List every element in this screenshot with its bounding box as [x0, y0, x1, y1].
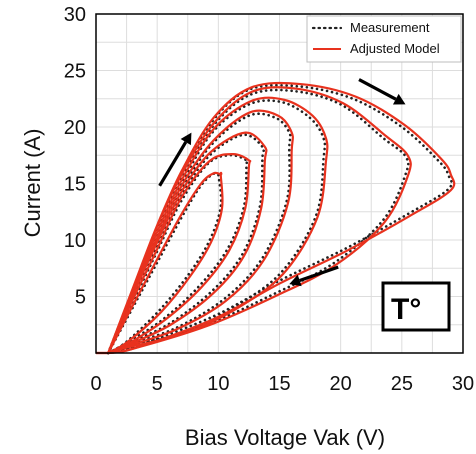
arrow-shaft	[299, 265, 339, 282]
y-tick-label: 20	[64, 117, 86, 139]
y-tick-label: 30	[64, 4, 86, 26]
y-axis-title: Current (A)	[20, 129, 45, 238]
temperature-box-frame	[381, 281, 451, 332]
y-tick-label: 5	[75, 287, 86, 309]
legend-label-model: Adjusted Model	[350, 41, 440, 56]
model-loop	[107, 153, 252, 355]
y-tick-label: 25	[64, 61, 86, 83]
x-tick-label: 20	[330, 373, 352, 395]
temperature-box: T°	[381, 281, 451, 332]
legend-label-measurement: Measurement	[350, 20, 430, 35]
arrow-head	[289, 274, 302, 287]
curves	[96, 81, 456, 355]
x-tick-label: 30	[452, 373, 474, 395]
x-tick-label: 10	[207, 373, 229, 395]
model-loop	[107, 131, 268, 355]
x-tick-label: 15	[268, 373, 290, 395]
x-axis-title: Bias Voltage Vak (V)	[185, 425, 385, 450]
legend-box	[306, 15, 462, 63]
arrow-head	[392, 93, 406, 105]
model-loop	[107, 109, 294, 355]
arrow-shaft	[358, 78, 397, 101]
direction-arrows	[158, 78, 449, 314]
ticks: 0 5 10 15 20 25 30 5 10 15 20 25 30	[64, 4, 474, 395]
model-loop	[107, 81, 456, 355]
x-tick-label: 0	[90, 373, 101, 395]
model-loop	[107, 96, 329, 355]
model-loop	[107, 171, 224, 354]
measurement-loop	[106, 170, 223, 355]
x-tick-label: 5	[152, 373, 163, 395]
plot-area-frame	[95, 13, 464, 354]
legend: Measurement Adjusted Model	[306, 15, 462, 63]
measurement-loop	[106, 112, 292, 355]
arrow-shaft	[158, 141, 188, 187]
y-tick-label: 15	[64, 174, 86, 196]
temperature-label: T°	[391, 293, 421, 326]
arrow-head	[180, 132, 192, 146]
measurement-loop	[106, 133, 266, 355]
x-tick-label: 25	[391, 373, 413, 395]
measurement-loop	[106, 88, 410, 355]
y-tick-label: 10	[64, 230, 86, 252]
